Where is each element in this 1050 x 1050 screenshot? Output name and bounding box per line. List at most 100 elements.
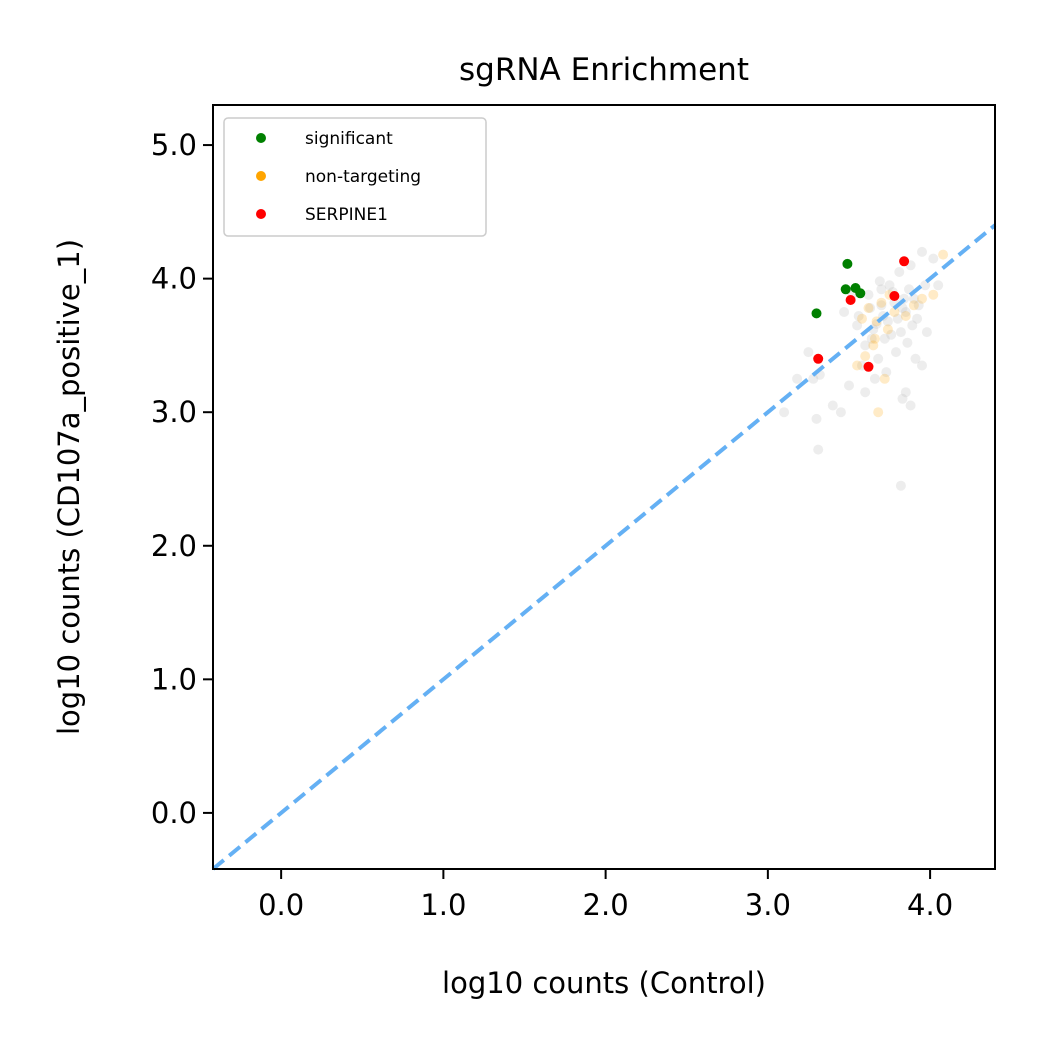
legend-label-non-targeting: non-targeting <box>305 167 421 187</box>
y-tick-label-5: 5.0 <box>151 128 197 162</box>
x-axis-ticks: 0.0 1.0 2.0 3.0 4.0 <box>258 869 953 922</box>
point-non-targeting-0 <box>863 303 874 313</box>
y-tick-label-3: 3.0 <box>151 395 197 429</box>
point-non-targeting-15 <box>938 249 949 260</box>
point-non-targeting-8 <box>868 340 879 351</box>
point-background-16 <box>902 337 913 348</box>
point-non-targeting-9 <box>860 351 871 362</box>
point-background-15 <box>865 303 876 313</box>
point-background-50 <box>844 380 854 391</box>
point-background-41 <box>897 393 908 404</box>
point-background-59 <box>876 284 887 295</box>
y-tick-label-2: 2.0 <box>151 529 197 563</box>
point-non-targeting-4 <box>869 333 880 344</box>
point-non-targeting-3 <box>889 307 900 317</box>
point-background-4 <box>900 307 911 317</box>
point-non-targeting-2 <box>857 313 867 324</box>
point-non-targeting-10 <box>852 360 863 371</box>
point-non-targeting-6 <box>917 293 927 304</box>
point-background-22 <box>891 347 901 358</box>
point-background-32 <box>881 367 892 378</box>
point-background-19 <box>928 253 939 264</box>
point-background-56 <box>933 280 944 291</box>
x-tick-label-2: 2.0 <box>583 888 629 922</box>
point-background-44 <box>835 407 846 418</box>
point-serpine1-3 <box>889 291 900 301</box>
y-axis-ticks: 0.0 1.0 2.0 3.0 4.0 5.0 <box>151 128 213 830</box>
point-significant-1 <box>842 258 853 269</box>
point-serpine1-2 <box>863 361 874 372</box>
point-background-7 <box>917 246 927 257</box>
point-background-36 <box>853 311 864 321</box>
point-non-targeting-7 <box>928 289 939 300</box>
point-background-10 <box>873 353 884 364</box>
x-tick-label-0: 0.0 <box>258 888 304 922</box>
plot-frame <box>212 104 996 870</box>
point-significant-4 <box>855 288 866 299</box>
legend-box <box>223 117 487 237</box>
point-background-5 <box>876 300 887 311</box>
point-non-targeting-5 <box>882 324 893 335</box>
point-background-9 <box>884 280 895 291</box>
point-background-40 <box>905 400 916 411</box>
y-tick-label-0: 0.0 <box>151 796 197 830</box>
legend-marker-non-targeting <box>256 171 266 181</box>
point-background-45 <box>779 407 790 418</box>
point-background-48 <box>803 347 814 358</box>
point-background-6 <box>860 340 871 351</box>
point-background-25 <box>913 300 924 311</box>
point-significant-2 <box>840 284 851 295</box>
point-non-targeting-11 <box>879 373 890 384</box>
point-background-13 <box>912 313 923 324</box>
point-background-51 <box>860 387 871 398</box>
point-background-47 <box>808 373 819 384</box>
point-background-52 <box>813 444 824 455</box>
point-background-43 <box>811 413 822 424</box>
legend-label-serpine1: SERPINE1 <box>305 205 388 225</box>
point-background-11 <box>895 327 906 338</box>
point-background-39 <box>900 387 911 398</box>
point-background-54 <box>917 360 927 371</box>
y-axis-label: log10 counts (CD107a_positive_1) <box>52 239 86 735</box>
point-background-27 <box>907 320 918 331</box>
reference-line-group <box>211 223 997 871</box>
legend-label-significant: significant <box>305 129 393 149</box>
point-background-1 <box>892 313 903 324</box>
point-serpine1-1 <box>845 295 856 305</box>
point-background-26 <box>863 289 874 300</box>
point-background-14 <box>852 320 863 331</box>
point-non-targeting-13 <box>900 311 911 321</box>
chart-title: sgRNA Enrichment <box>459 52 749 88</box>
x-axis-label: log10 counts (Control) <box>442 966 766 1000</box>
point-background-28 <box>886 329 897 340</box>
legend-marker-serpine1 <box>256 209 266 219</box>
x-tick-label-3: 3.0 <box>745 888 791 922</box>
legend-marker-significant <box>256 133 266 143</box>
point-background-46 <box>792 373 803 384</box>
point-background-58 <box>839 307 850 317</box>
point-background-34 <box>910 353 921 364</box>
x-tick-label-1: 1.0 <box>420 888 466 922</box>
point-background-0 <box>879 333 890 344</box>
point-background-17 <box>882 316 893 327</box>
data-points <box>779 246 949 491</box>
y-tick-label-1: 1.0 <box>151 662 197 696</box>
point-background-55 <box>921 327 932 338</box>
point-background-21 <box>869 373 880 384</box>
point-background-29 <box>874 276 885 287</box>
legend: significant non-targeting SERPINE1 <box>223 117 487 237</box>
point-background-30 <box>894 267 905 277</box>
point-background-33 <box>866 333 877 344</box>
reference-diagonal-line <box>211 223 997 871</box>
point-significant-0 <box>811 308 822 319</box>
point-background-42 <box>827 400 838 411</box>
x-tick-label-4: 4.0 <box>907 888 953 922</box>
point-serpine1-4 <box>899 256 910 267</box>
point-non-targeting-12 <box>873 407 884 418</box>
point-non-targeting-14 <box>908 300 919 311</box>
point-non-targeting-1 <box>876 297 887 308</box>
y-tick-label-4: 4.0 <box>151 262 197 296</box>
point-serpine1-0 <box>813 353 824 364</box>
point-background-53 <box>895 480 906 491</box>
